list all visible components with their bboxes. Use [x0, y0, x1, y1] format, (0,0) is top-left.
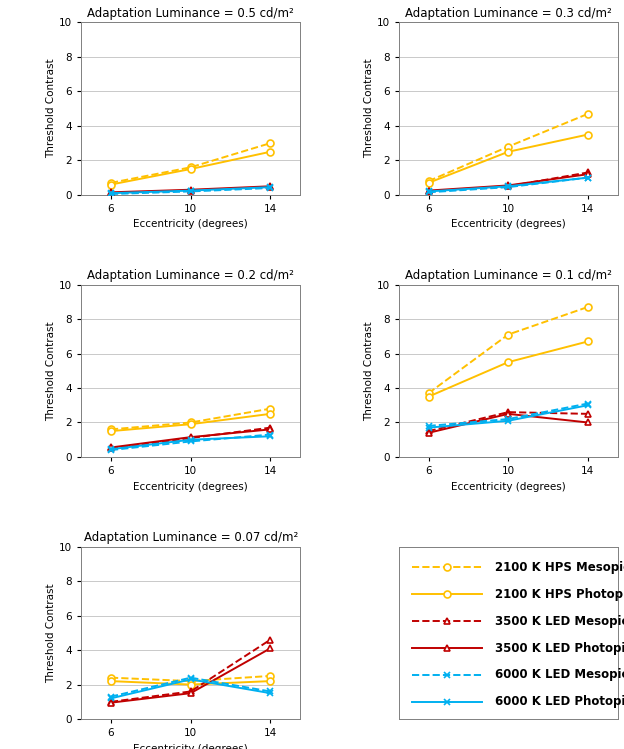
- Text: 3500 K LED Mesopic: 3500 K LED Mesopic: [495, 615, 624, 628]
- X-axis label: Eccentricity (degrees): Eccentricity (degrees): [451, 482, 565, 491]
- X-axis label: Eccentricity (degrees): Eccentricity (degrees): [451, 219, 565, 229]
- Text: 6000 K LED Photopic: 6000 K LED Photopic: [495, 695, 624, 709]
- X-axis label: Eccentricity (degrees): Eccentricity (degrees): [134, 482, 248, 491]
- Y-axis label: Threshold Contrast: Threshold Contrast: [364, 321, 374, 421]
- Text: 6000 K LED Mesopic: 6000 K LED Mesopic: [495, 668, 624, 682]
- Text: 2100 K HPS Photopic: 2100 K HPS Photopic: [495, 588, 624, 601]
- X-axis label: Eccentricity (degrees): Eccentricity (degrees): [134, 744, 248, 749]
- Title: Adaptation Luminance = 0.07 cd/m²: Adaptation Luminance = 0.07 cd/m²: [84, 531, 298, 544]
- Title: Adaptation Luminance = 0.5 cd/m²: Adaptation Luminance = 0.5 cd/m²: [87, 7, 294, 20]
- Text: 3500 K LED Photopic: 3500 K LED Photopic: [495, 641, 624, 655]
- X-axis label: Eccentricity (degrees): Eccentricity (degrees): [134, 219, 248, 229]
- Y-axis label: Threshold Contrast: Threshold Contrast: [364, 59, 374, 159]
- Title: Adaptation Luminance = 0.2 cd/m²: Adaptation Luminance = 0.2 cd/m²: [87, 269, 294, 282]
- Title: Adaptation Luminance = 0.1 cd/m²: Adaptation Luminance = 0.1 cd/m²: [405, 269, 612, 282]
- Y-axis label: Threshold Contrast: Threshold Contrast: [46, 321, 56, 421]
- Y-axis label: Threshold Contrast: Threshold Contrast: [46, 583, 56, 682]
- Text: 2100 K HPS Mesopic: 2100 K HPS Mesopic: [495, 561, 624, 574]
- Title: Adaptation Luminance = 0.3 cd/m²: Adaptation Luminance = 0.3 cd/m²: [405, 7, 612, 20]
- Y-axis label: Threshold Contrast: Threshold Contrast: [46, 59, 56, 159]
